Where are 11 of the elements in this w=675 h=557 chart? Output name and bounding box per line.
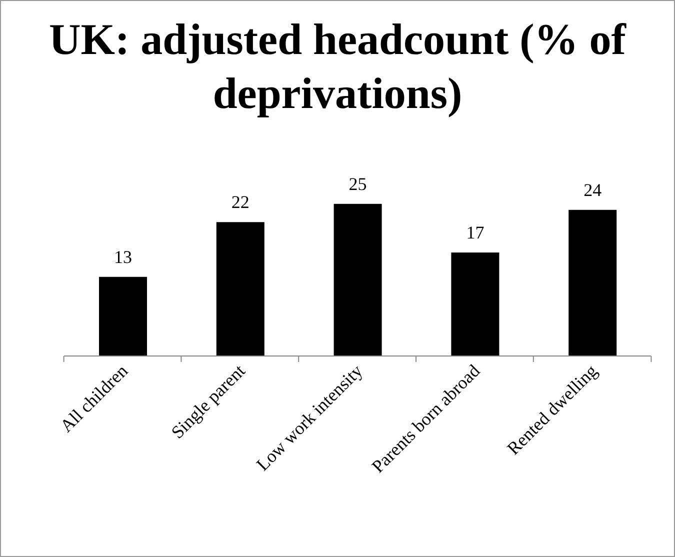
bar	[334, 204, 382, 356]
bar	[99, 276, 147, 356]
bar	[451, 252, 500, 356]
data-label: 25	[348, 174, 367, 194]
data-label: 17	[466, 222, 484, 243]
bar	[216, 222, 264, 356]
chart-title: UK: adjusted headcount (% of deprivations)	[48, 14, 628, 120]
bar	[568, 210, 617, 356]
data-label: 13	[114, 246, 132, 267]
data-label: 22	[231, 192, 250, 212]
data-label: 24	[584, 180, 602, 200]
